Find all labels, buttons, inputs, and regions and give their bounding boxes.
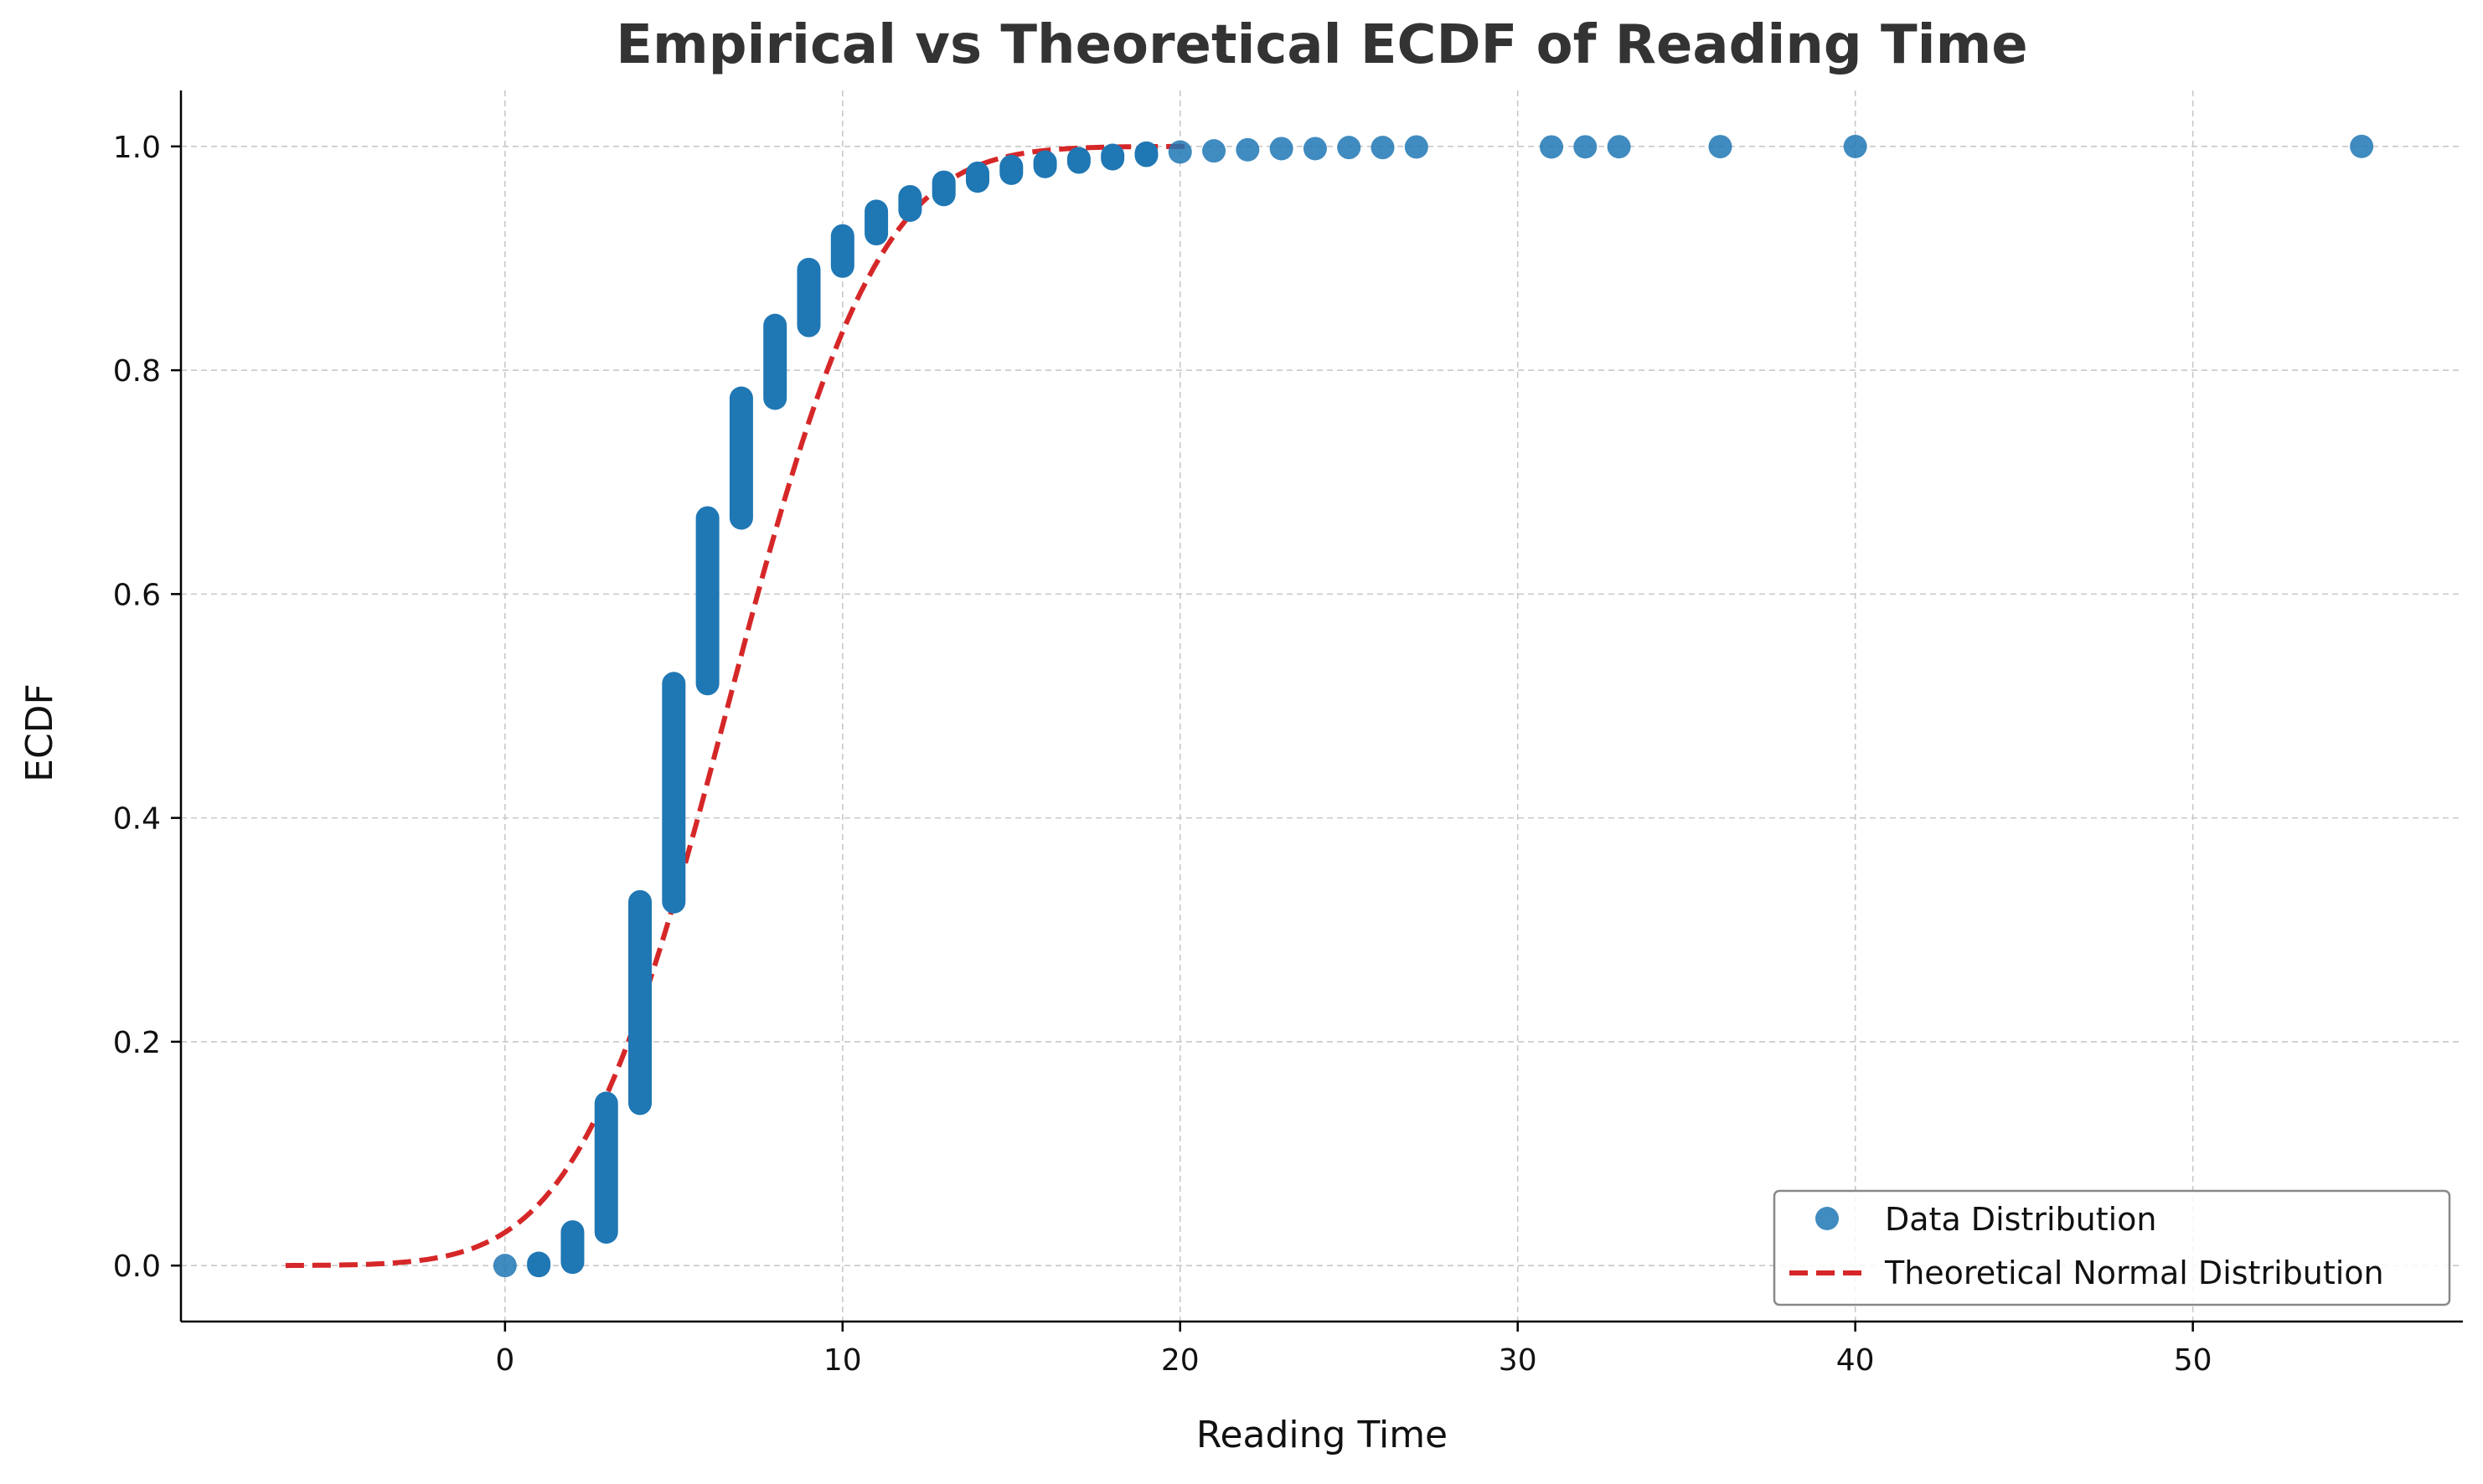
legend: Data Distribution Theoretical Normal Dis…	[1773, 1189, 2451, 1306]
y-tick-label: 0.2	[113, 1026, 161, 1060]
legend-label-theoretical: Theoretical Normal Distribution	[1884, 1255, 2384, 1291]
data-point	[1843, 134, 1867, 158]
data-point	[1708, 135, 1732, 159]
data-point	[493, 1254, 517, 1278]
data-point	[1236, 137, 1260, 162]
y-axis-label: ECDF	[18, 683, 61, 782]
y-tick-label: 0.0	[113, 1250, 161, 1284]
y-tick-label: 0.4	[113, 802, 161, 837]
data-point	[1371, 136, 1395, 160]
data-point	[1337, 136, 1361, 160]
legend-marker-data-distribution	[1815, 1207, 1839, 1230]
y-tick-label: 0.8	[113, 354, 161, 389]
axes	[179, 90, 2463, 1323]
theoretical-line-layer	[285, 143, 1190, 1269]
legend-box	[1773, 1189, 2451, 1306]
chart-title: Empirical vs Theoretical ECDF of Reading…	[616, 14, 2027, 76]
legend-label-data-distribution: Data Distribution	[1885, 1201, 2157, 1238]
x-tick-label: 0	[495, 1343, 514, 1378]
data-point	[1303, 137, 1327, 161]
data-point	[1269, 137, 1293, 161]
data-point	[1607, 135, 1631, 159]
data-point	[1202, 139, 1226, 163]
data-point	[1404, 135, 1428, 159]
x-tick-label: 50	[2174, 1343, 2212, 1378]
ticks: 0 10 20 30 40 50 0.0 0.2 0.4 0.6 0.8 1.0	[113, 131, 2212, 1378]
x-axis-label: Reading Time	[1196, 1414, 1448, 1456]
data-point	[1540, 135, 1564, 159]
y-tick-label: 0.6	[113, 578, 161, 612]
data-point	[1573, 135, 1598, 159]
data-point	[2350, 134, 2374, 158]
y-tick-label: 1.0	[113, 131, 161, 165]
x-tick-label: 30	[1499, 1343, 1537, 1378]
x-tick-label: 40	[1836, 1343, 1875, 1378]
data-point	[1168, 140, 1192, 164]
x-tick-label: 20	[1161, 1343, 1200, 1378]
theoretical-normal-line	[285, 143, 1190, 1269]
x-tick-label: 10	[823, 1343, 862, 1378]
empirical-points-layer	[493, 134, 2374, 1278]
